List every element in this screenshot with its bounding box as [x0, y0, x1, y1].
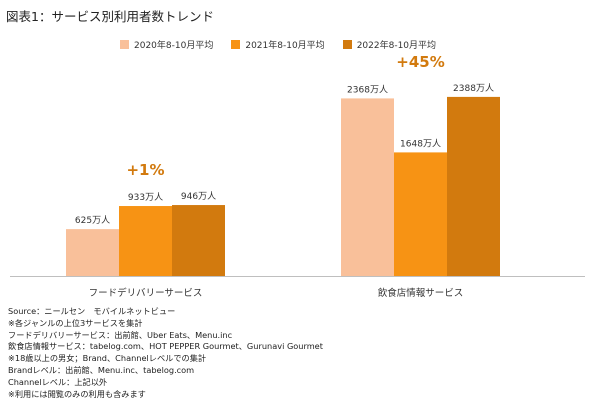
data-label: 625万人: [75, 215, 110, 226]
legend-label-2020: 2020年8-10月平均: [134, 41, 214, 51]
data-label: 2368万人: [347, 84, 388, 95]
legend-item-2022: 2022年8-10月平均: [342, 38, 437, 51]
growth-label: +1%: [126, 161, 164, 179]
note-line: Brandレベル：出前館、Menu.inc、tabelog.com: [8, 364, 195, 375]
note-line: Channelレベル：上記以外: [8, 376, 108, 387]
bar-chart: 625万人 933万人 946万人 +1% フードデリバリーサービス 2368万人 1648…: [10, 53, 585, 299]
bar: [119, 206, 172, 276]
note-line: ※18歳以上の男女；Brand、Channelレベルでの集計: [8, 353, 207, 364]
notes: Source：ニールセン モバイルネットビュー ※各ジャンルの上位3サービスを集…: [8, 306, 323, 400]
note-line: 飲食店情報サービス：tabelog.com、HOT PEPPER Gourmet…: [8, 341, 323, 352]
note-line: ※利用には閲覧のみの利用も含みます: [8, 388, 146, 399]
legend-item-2021: 2021年8-10月平均: [231, 38, 325, 51]
category-label: 飲食店情報サービス: [378, 287, 464, 299]
legend-label-2021: 2021年8-10月平均: [245, 41, 325, 51]
bar: [341, 98, 394, 277]
note-source: Source：ニールセン モバイルネットビュー: [8, 306, 176, 316]
note-line: ※各ジャンルの上位3サービスを集計: [8, 317, 143, 328]
bar: [172, 205, 225, 276]
bar: [447, 96, 500, 277]
chart-title: 図表1：サービス別利用者数トレンド: [6, 9, 214, 24]
legend-label-2022: 2022年8-10月平均: [356, 41, 437, 51]
data-label: 946万人: [181, 191, 216, 202]
legend-swatch-2020: [120, 40, 129, 49]
data-label: 2388万人: [453, 83, 494, 94]
note-line: フードデリバリーサービス：出前館、Uber Eats、Menu.inc: [8, 329, 233, 340]
data-label: 1648万人: [400, 138, 441, 149]
legend-swatch-2021: [231, 40, 241, 49]
bar: [66, 229, 119, 276]
legend-swatch-2022: [342, 40, 352, 49]
growth-label: +45%: [396, 53, 444, 71]
legend: 2020年8-10月平均 2021年8-10月平均 2022年8-10月平均: [120, 38, 436, 51]
bar: [394, 152, 447, 276]
legend-item-2020: 2020年8-10月平均: [120, 38, 213, 51]
data-label: 933万人: [128, 192, 163, 203]
category-label: フードデリバリーサービス: [89, 287, 203, 299]
